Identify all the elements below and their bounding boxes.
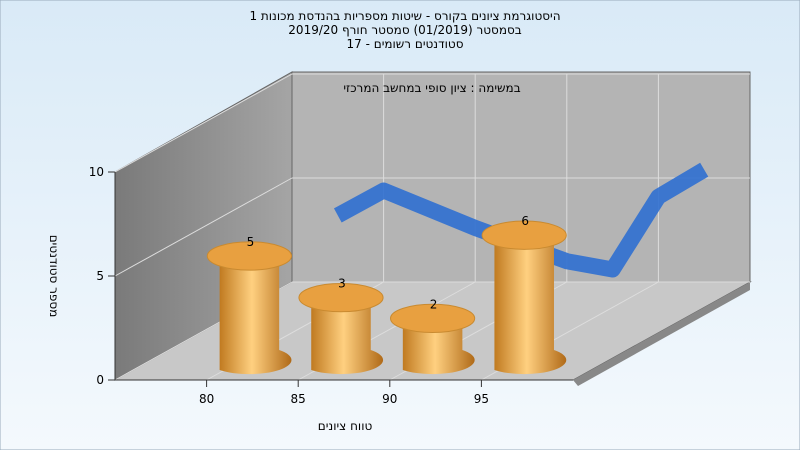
marks xyxy=(206,162,709,375)
floor-edge xyxy=(573,282,750,386)
y-tick-label: 0 xyxy=(96,373,104,387)
x-axis-label: טווח ציונים xyxy=(318,419,373,433)
grid-line xyxy=(114,177,293,277)
bar-top xyxy=(206,241,292,271)
x-tick-label: 85 xyxy=(291,392,306,406)
bar-top xyxy=(390,303,476,334)
value-label: 2 xyxy=(430,297,438,311)
grid-line xyxy=(114,73,293,173)
bar xyxy=(206,241,292,375)
annotation: במשימה : ציון סופי במחשב המרכזי xyxy=(343,81,520,95)
chart-subtitle: בסמסטר (01/2019) סמסטר חורף 2019/20 xyxy=(288,23,521,37)
trend-ribbon xyxy=(333,162,709,278)
bar-body xyxy=(494,225,567,375)
y-tick-label: 10 xyxy=(89,165,104,179)
x-tick-label: 80 xyxy=(199,392,214,406)
y-tick-label: 5 xyxy=(96,269,104,283)
x-tick-label: 95 xyxy=(474,392,489,406)
value-label: 5 xyxy=(247,235,255,249)
chart-title: היסטוגרמת ציונים בקורס - שיטות מספריות ב… xyxy=(249,9,560,23)
x-tick-label: 90 xyxy=(382,392,397,406)
value-label: 6 xyxy=(521,214,529,228)
bar-body xyxy=(219,246,292,375)
bar xyxy=(298,282,384,375)
bar xyxy=(481,220,567,375)
value-label: 3 xyxy=(338,277,346,291)
bar xyxy=(390,303,476,375)
bar-top xyxy=(298,282,384,313)
y-axis-label: מספר סטודנטים xyxy=(47,235,61,318)
chart-subtitle: סטודנטים רשומים - 17 xyxy=(346,37,463,51)
bar-top xyxy=(481,220,567,250)
